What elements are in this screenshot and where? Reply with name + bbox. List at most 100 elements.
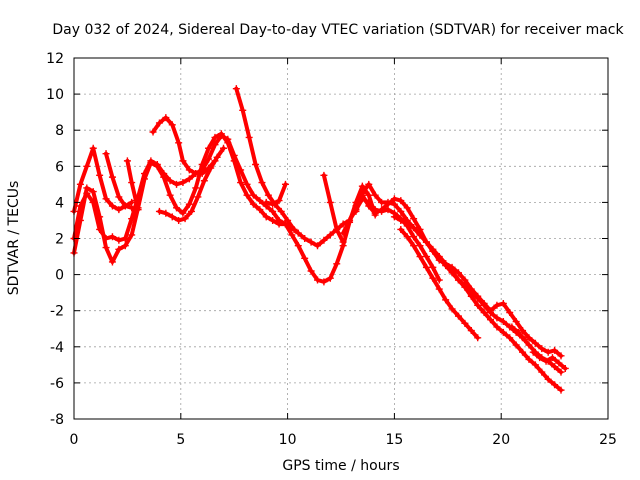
data-point (155, 119, 163, 127)
y-tick-label: -8 (50, 412, 64, 428)
data-point (132, 197, 140, 205)
data-point (416, 253, 424, 261)
data-point (211, 133, 219, 141)
data-point (121, 235, 129, 242)
y-tick-labels: -8 -6 -4 -2 0 2 4 6 8 10 12 (46, 51, 64, 428)
data-point (175, 216, 183, 224)
data-point (454, 276, 462, 284)
data-point (155, 207, 163, 215)
data-point (397, 225, 405, 233)
data-point (442, 262, 450, 270)
data-point (269, 200, 277, 208)
series-trace-9 (264, 182, 288, 207)
data-point (281, 180, 289, 188)
y-tick-label: -4 (50, 340, 64, 356)
data-point (288, 231, 296, 239)
data-point (264, 191, 272, 199)
data-traces (70, 85, 569, 394)
series-trace-10 (321, 173, 346, 245)
data-point (487, 316, 495, 324)
data-point (149, 128, 157, 136)
data-point (301, 254, 309, 262)
data-point (487, 309, 495, 317)
data-point (256, 206, 264, 214)
y-tick-label: 10 (46, 87, 64, 103)
data-point (525, 355, 533, 363)
data-point (96, 225, 104, 233)
data-point (422, 263, 430, 271)
data-point (187, 207, 195, 215)
data-point (508, 323, 516, 331)
data-point (474, 294, 482, 302)
data-point (557, 368, 565, 376)
data-point (461, 281, 469, 289)
data-point (147, 157, 155, 165)
data-point (519, 327, 527, 335)
data-point (102, 235, 110, 242)
data-point (245, 133, 253, 141)
data-point (467, 287, 475, 295)
data-point (561, 364, 569, 372)
data-point (435, 276, 443, 284)
x-tick-label: 15 (385, 432, 403, 448)
data-point (544, 348, 552, 356)
data-point (115, 206, 123, 214)
data-point (346, 216, 354, 224)
data-point (173, 180, 181, 188)
data-point (102, 195, 110, 203)
y-tick-label: 4 (55, 195, 64, 211)
data-point (220, 144, 228, 152)
data-point (403, 204, 411, 212)
data-point (499, 328, 507, 336)
data-point (115, 236, 123, 244)
data-point (480, 301, 488, 309)
data-point (358, 182, 366, 190)
data-point (531, 339, 539, 347)
data-point (269, 216, 277, 224)
data-point (544, 375, 552, 383)
data-point (277, 207, 285, 215)
data-point (429, 263, 437, 271)
data-point (181, 215, 189, 223)
data-point (384, 198, 392, 206)
data-point (168, 121, 176, 129)
data-point (134, 206, 142, 214)
data-point (108, 202, 116, 210)
data-point (429, 247, 437, 255)
data-point (230, 151, 238, 159)
data-point (555, 359, 563, 367)
data-point (557, 352, 565, 360)
data-point (314, 242, 322, 250)
data-point (326, 231, 334, 239)
data-point (397, 207, 405, 215)
data-point (416, 242, 424, 250)
data-point (262, 213, 270, 221)
data-point (525, 334, 533, 342)
data-point (237, 166, 245, 174)
data-point (493, 323, 501, 331)
data-point (467, 327, 475, 335)
data-point (89, 198, 97, 206)
x-axis-label: GPS time / hours (282, 458, 399, 474)
x-tick-label: 5 (176, 432, 185, 448)
y-tick-label: 12 (46, 51, 64, 67)
data-point (390, 200, 398, 208)
x-tick-label: 10 (279, 432, 297, 448)
data-point (121, 202, 129, 210)
data-point (76, 180, 84, 188)
data-point (519, 348, 527, 356)
data-point (128, 215, 136, 223)
data-point (403, 233, 411, 241)
data-point (371, 209, 379, 217)
data-point (83, 189, 91, 197)
data-point (294, 242, 302, 250)
data-point (339, 229, 347, 237)
data-point (162, 114, 170, 122)
data-point (521, 336, 529, 344)
data-point (307, 267, 315, 275)
data-point (256, 197, 264, 205)
data-point (557, 386, 565, 394)
data-point (108, 173, 116, 181)
data-point (128, 204, 136, 212)
y-tick-label: -6 (50, 376, 64, 392)
